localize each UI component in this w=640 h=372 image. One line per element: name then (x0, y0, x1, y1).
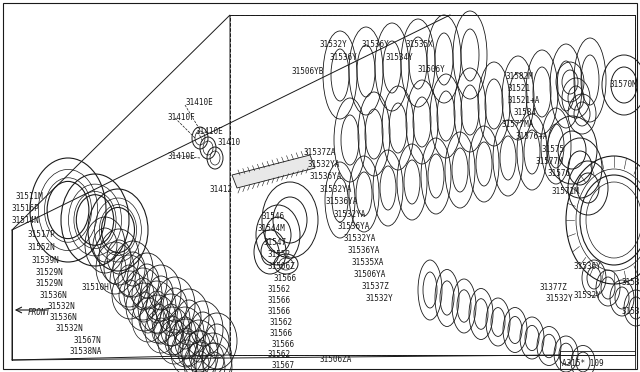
Text: FRONT: FRONT (28, 308, 51, 317)
Bar (230, 15, 635, 355)
Polygon shape (232, 155, 315, 188)
Text: 31536YA: 31536YA (325, 197, 357, 206)
Text: 31536YA: 31536YA (338, 222, 371, 231)
Text: 31537ZA: 31537ZA (304, 148, 337, 157)
Text: 31532Y: 31532Y (574, 291, 602, 300)
Text: 31412: 31412 (210, 185, 233, 194)
Text: 31552N: 31552N (28, 243, 56, 252)
Text: 31562: 31562 (268, 350, 291, 359)
Text: 31546: 31546 (262, 212, 285, 221)
Text: 31410: 31410 (218, 138, 241, 147)
Text: 31532Y: 31532Y (320, 40, 348, 49)
Text: 31576+A: 31576+A (516, 132, 548, 141)
Text: 31575: 31575 (542, 145, 565, 154)
Text: 31532YA: 31532YA (344, 234, 376, 243)
Text: 31521: 31521 (508, 84, 531, 93)
Text: 31410E: 31410E (185, 98, 212, 107)
Text: 31535XA: 31535XA (352, 258, 385, 267)
Text: 31536Y: 31536Y (574, 262, 602, 271)
Text: 31506Z: 31506Z (268, 262, 296, 271)
Text: 31511M: 31511M (15, 192, 43, 201)
Text: 31535X: 31535X (405, 40, 433, 49)
Text: 31537Z: 31537Z (362, 282, 390, 291)
Text: 31536Y: 31536Y (622, 278, 640, 287)
Text: 31577M: 31577M (536, 157, 564, 166)
Text: 31510H: 31510H (82, 283, 109, 292)
Text: 31566: 31566 (270, 329, 293, 338)
Text: 31571M: 31571M (552, 187, 580, 196)
Text: 31532Y: 31532Y (366, 294, 394, 303)
Bar (560, 351, 635, 369)
Text: 31506YB: 31506YB (292, 67, 324, 76)
Text: 31516P: 31516P (12, 204, 40, 213)
Text: 31532N: 31532N (48, 302, 76, 311)
Text: 31584: 31584 (514, 108, 537, 117)
Text: 31567: 31567 (272, 361, 295, 370)
Text: 31536Y: 31536Y (362, 40, 390, 49)
Text: 31410E: 31410E (196, 127, 224, 136)
Text: 31582M: 31582M (506, 72, 534, 81)
Text: 31544M: 31544M (258, 224, 285, 233)
Text: 31532YA: 31532YA (320, 185, 353, 194)
Text: 31514N: 31514N (12, 216, 40, 225)
Text: 31567N: 31567N (74, 336, 102, 345)
Text: 31576: 31576 (548, 169, 571, 178)
Text: 31538NA: 31538NA (70, 347, 102, 356)
Text: 31529N: 31529N (36, 279, 64, 288)
Text: 31536N: 31536N (40, 291, 68, 300)
Text: 31566: 31566 (272, 340, 295, 349)
Text: 31521+A: 31521+A (508, 96, 540, 105)
Text: 31506Y: 31506Y (418, 65, 445, 74)
Text: 31410F: 31410F (168, 113, 196, 122)
Text: 31506YA: 31506YA (354, 270, 387, 279)
Text: 31566: 31566 (268, 307, 291, 316)
Text: 31566: 31566 (268, 296, 291, 305)
Text: 31536Y: 31536Y (330, 53, 358, 62)
Text: 31506ZA: 31506ZA (320, 355, 353, 364)
Text: 31377Z: 31377Z (540, 283, 568, 292)
Text: 31536N: 31536N (50, 313, 77, 322)
Text: 31532YA: 31532YA (334, 210, 366, 219)
Text: 31532YA: 31532YA (308, 160, 340, 169)
Text: 31570M: 31570M (610, 80, 637, 89)
Text: 31532Y: 31532Y (546, 294, 573, 303)
Text: 31562: 31562 (268, 285, 291, 294)
Text: 31532Y: 31532Y (622, 307, 640, 316)
Text: 31547: 31547 (264, 238, 287, 247)
Text: 31552: 31552 (268, 250, 291, 259)
Text: 31532N: 31532N (56, 324, 84, 333)
Text: 31536YA: 31536YA (310, 172, 342, 181)
Text: 31517P: 31517P (28, 230, 56, 239)
Text: 31539N: 31539N (32, 256, 60, 265)
Text: 31534Y: 31534Y (385, 53, 413, 62)
Text: 31529N: 31529N (36, 268, 64, 277)
Text: 31562: 31562 (270, 318, 293, 327)
Text: 31566: 31566 (274, 274, 297, 283)
Text: 31536YA: 31536YA (348, 246, 380, 255)
Text: 31410E: 31410E (168, 152, 196, 161)
Text: 31577MA: 31577MA (502, 120, 534, 129)
Text: A315* 109: A315* 109 (562, 359, 604, 368)
